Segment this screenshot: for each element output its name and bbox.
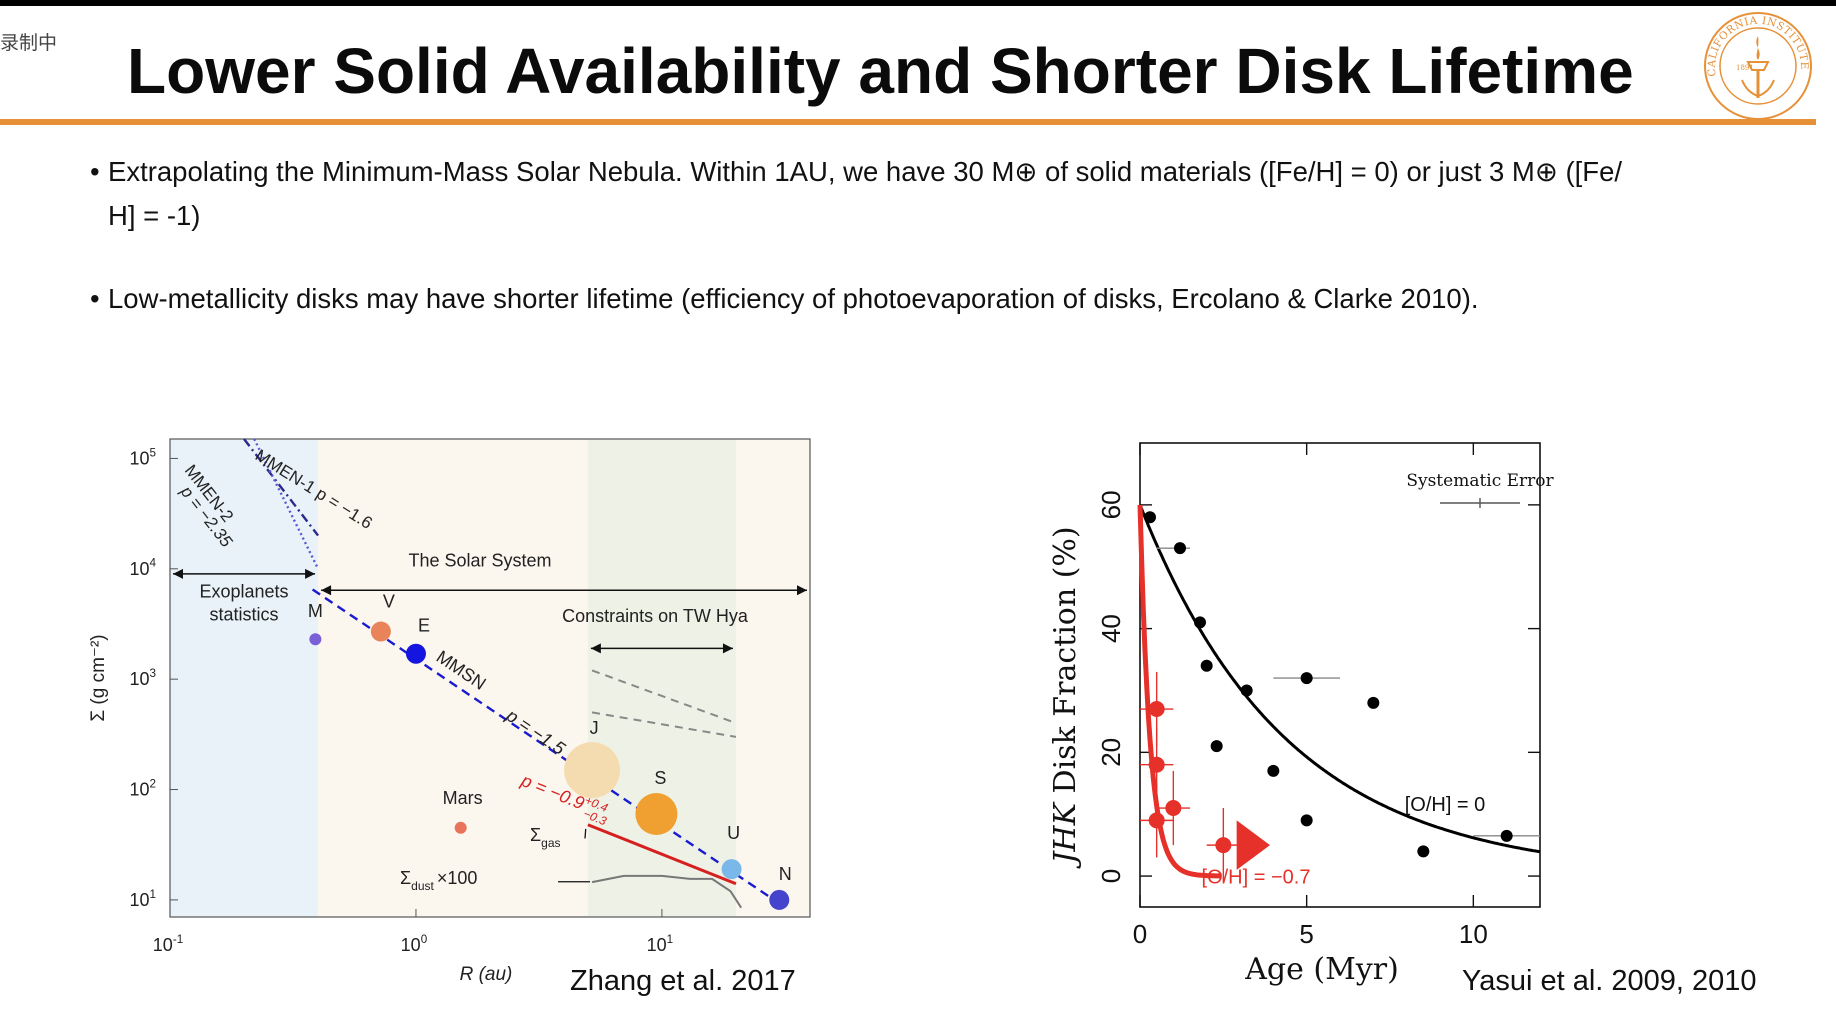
sigma-gas-label: Σgas [530,825,561,850]
data-point-low-metal [1148,756,1165,773]
svg-text:CALIFORNIA INSTITUTE OF TECHNO: CALIFORNIA INSTITUTE OF TECHNOLOGY [1702,10,1810,77]
bullet-text: Low-metallicity disks may have shorter l… [108,283,1479,314]
tw-hya-constraint-lower [591,711,737,738]
y-tick-label: 103 [129,667,156,689]
x-tick-label: 10-1 [153,933,183,955]
model-line--gas [587,823,737,886]
data-point-solar [1300,672,1313,685]
top-bar [0,0,1836,6]
data-point-solar [1300,814,1313,827]
data-point-solar [1367,696,1380,709]
planet-j [564,742,621,799]
planet-e [405,643,426,664]
tw-hya-constraint-upper [591,669,737,725]
bullet-text-continued: H] = -1) [108,200,201,231]
planet-label-j: J [590,718,599,738]
disk-fraction-chart: 0 5 10 0 20 40 60 Age (Myr) JHK Disk Fraction (%… [1048,442,1555,987]
data-point-solar [1240,684,1253,697]
series-label-low-metal: [O/H] = −0.7 [1202,866,1311,888]
data-point-low-metal [1165,800,1182,817]
exoplanets-label-2: statistics [210,605,279,625]
planet-label-s: S [654,768,666,788]
data-point-low-metal [1215,837,1232,854]
slide-title: Lower Solid Availability and Shorter Dis… [127,35,1634,107]
y-tick-label: 101 [129,888,156,910]
sigma-dust-label: Σdust ×100 [400,868,477,893]
caption-right: Yasui et al. 2009, 2010 [1462,965,1757,997]
x-axis-label: R (au) [460,964,513,985]
tw-hya-label: Constraints on TW Hya [562,606,749,626]
data-point-solar [1210,740,1223,753]
y-axis-label: JHK Disk Fraction (%) [1048,526,1083,869]
x-tick-label: 10 [1459,919,1488,949]
data-point-solar [1194,616,1206,629]
planet-label-mars: Mars [443,788,483,808]
y-tick-label: 40 [1096,614,1126,643]
svg-text:1891: 1891 [1736,64,1754,72]
bullet-text: Extrapolating the Minimum-Mass Solar Neb… [108,156,1623,187]
y-tick-label: 102 [129,777,156,799]
solar-system-label: The Solar System [408,550,551,570]
fit-curve-0 [1138,504,1541,854]
data-point-low-metal [1148,701,1165,718]
x-tick-label: 0 [1133,919,1147,949]
data-point-solar [1144,511,1156,524]
caption-left: Zhang et al. 2017 [570,965,796,997]
x-tick-label: 101 [647,933,674,955]
planet-label-m: M [308,601,323,621]
planet-s [635,793,678,836]
planet-u [721,859,742,880]
bullet-marker: • [90,283,100,314]
caltech-seal-logo: CALIFORNIA INSTITUTE OF TECHNOLOGY 1891 [1702,10,1812,120]
planet-label-n: N [779,864,792,884]
systematic-error-label: Systematic Error [1406,471,1554,491]
data-point-solar [1417,845,1430,858]
data-point-solar [1267,764,1280,777]
region-exoplanets [170,439,319,917]
x-tick-label: 5 [1299,919,1313,949]
y-tick-label: 60 [1096,490,1126,519]
data-point-solar [1200,659,1213,672]
data-point-low-metal [1148,812,1165,829]
exoplanets-label: Exoplanets [200,581,289,601]
region-solar-system [318,439,810,917]
y-tick-label: 0 [1096,869,1126,883]
model-line-mmen-1 [243,438,320,537]
model-line-mmen-2 [253,438,320,570]
y-tick-label: 104 [129,557,156,579]
planet-label-e: E [418,616,430,636]
y-axis-label: Σ (g cm⁻²) [88,634,109,721]
x-axis-label: Age (Myr) [1244,952,1399,987]
planet-n [769,889,790,910]
extrapolation-arrowhead [1236,820,1270,870]
x-tick-label: 100 [401,933,428,955]
surface-density-chart: 10-1 100 101 101 102 103 104 105 R (au) Σ (g cm⁻²… [88,438,811,985]
planet-label-u: U [727,823,740,843]
fit-curve-1 [1137,504,1222,879]
planet-m [309,633,322,646]
data-point-solar [1174,542,1186,555]
sigma-dust-curve [591,874,743,909]
recording-indicator: 录制中 [0,32,58,54]
series-label-solar: [O/H] = 0 [1405,794,1486,816]
plot-frame [169,438,811,918]
bullet-marker: • [90,156,100,187]
planet-mars [454,821,467,834]
y-tick-label: 105 [129,446,156,468]
planet-v [370,621,391,642]
plot-frame [1139,442,1541,908]
y-tick-label: 20 [1096,738,1126,767]
model-line-mmsn [311,588,780,905]
data-point-solar [1500,829,1513,842]
title-underline [0,119,1816,125]
sigma-gas-pointer [584,828,587,839]
planet-label-v: V [383,592,395,612]
